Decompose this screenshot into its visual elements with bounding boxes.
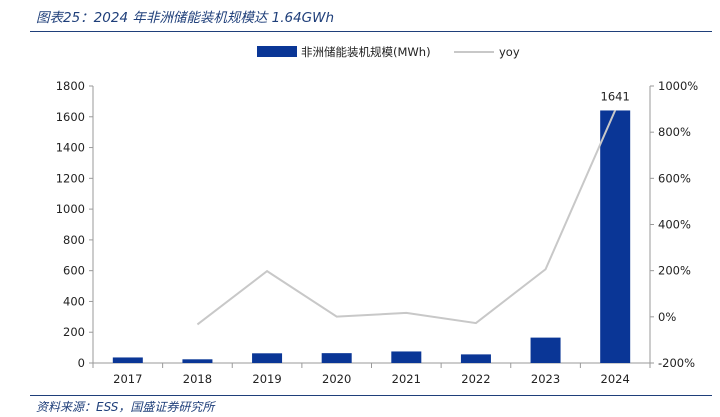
bar <box>112 357 143 363</box>
bar <box>460 354 491 363</box>
left-tick-label: 800 <box>63 233 85 247</box>
data-label: 1641 <box>601 89 630 103</box>
right-tick-label: 800% <box>658 125 691 139</box>
left-tick-label: 0 <box>78 356 85 370</box>
right-tick-label: 400% <box>658 218 691 232</box>
left-tick-label: 600 <box>63 264 85 278</box>
bar <box>182 359 213 363</box>
left-tick-label: 400 <box>63 294 85 308</box>
x-tick-label: 2020 <box>322 372 351 386</box>
x-tick-label: 2022 <box>461 372 490 386</box>
legend-label-bar: 非洲储能装机规模(MWh) <box>301 45 431 59</box>
bar <box>530 337 561 363</box>
legend-label-line: yoy <box>499 45 520 59</box>
x-tick-label: 2024 <box>601 372 630 386</box>
x-tick-label: 2023 <box>531 372 560 386</box>
x-tick-label: 2021 <box>392 372 421 386</box>
legend-swatch-bar <box>257 46 297 57</box>
source-divider <box>30 395 712 396</box>
left-tick-label: 1000 <box>56 202 85 216</box>
figure-title: 图表25：2024 年非洲储能装机规模达 1.64GWh <box>36 10 335 26</box>
left-tick-label: 1800 <box>56 79 85 93</box>
right-tick-label: 600% <box>658 171 691 185</box>
left-tick-label: 1400 <box>56 141 85 155</box>
left-tick-label: 200 <box>63 325 85 339</box>
combo-chart: 0 200 400 600 800 1000 1200 1400 1600 1800 -200% 0%… <box>56 45 699 386</box>
bar <box>600 110 631 364</box>
title-divider <box>30 31 712 32</box>
right-tick-label: 200% <box>658 264 691 278</box>
right-tick-label: 1000% <box>658 79 698 93</box>
bar <box>391 351 422 363</box>
x-tick-label: 2019 <box>252 372 281 386</box>
right-tick-label: 0% <box>658 310 676 324</box>
left-tick-label: 1200 <box>56 171 85 185</box>
source-note: 资料来源：ESS，国盛证券研究所 <box>36 400 215 414</box>
bar <box>252 353 283 363</box>
left-tick-label: 1600 <box>56 110 85 124</box>
x-tick-label: 2018 <box>183 372 212 386</box>
yoy-line <box>196 109 617 326</box>
x-tick-label: 2017 <box>113 372 142 386</box>
right-tick-label: -200% <box>658 356 695 370</box>
bar <box>321 353 352 363</box>
